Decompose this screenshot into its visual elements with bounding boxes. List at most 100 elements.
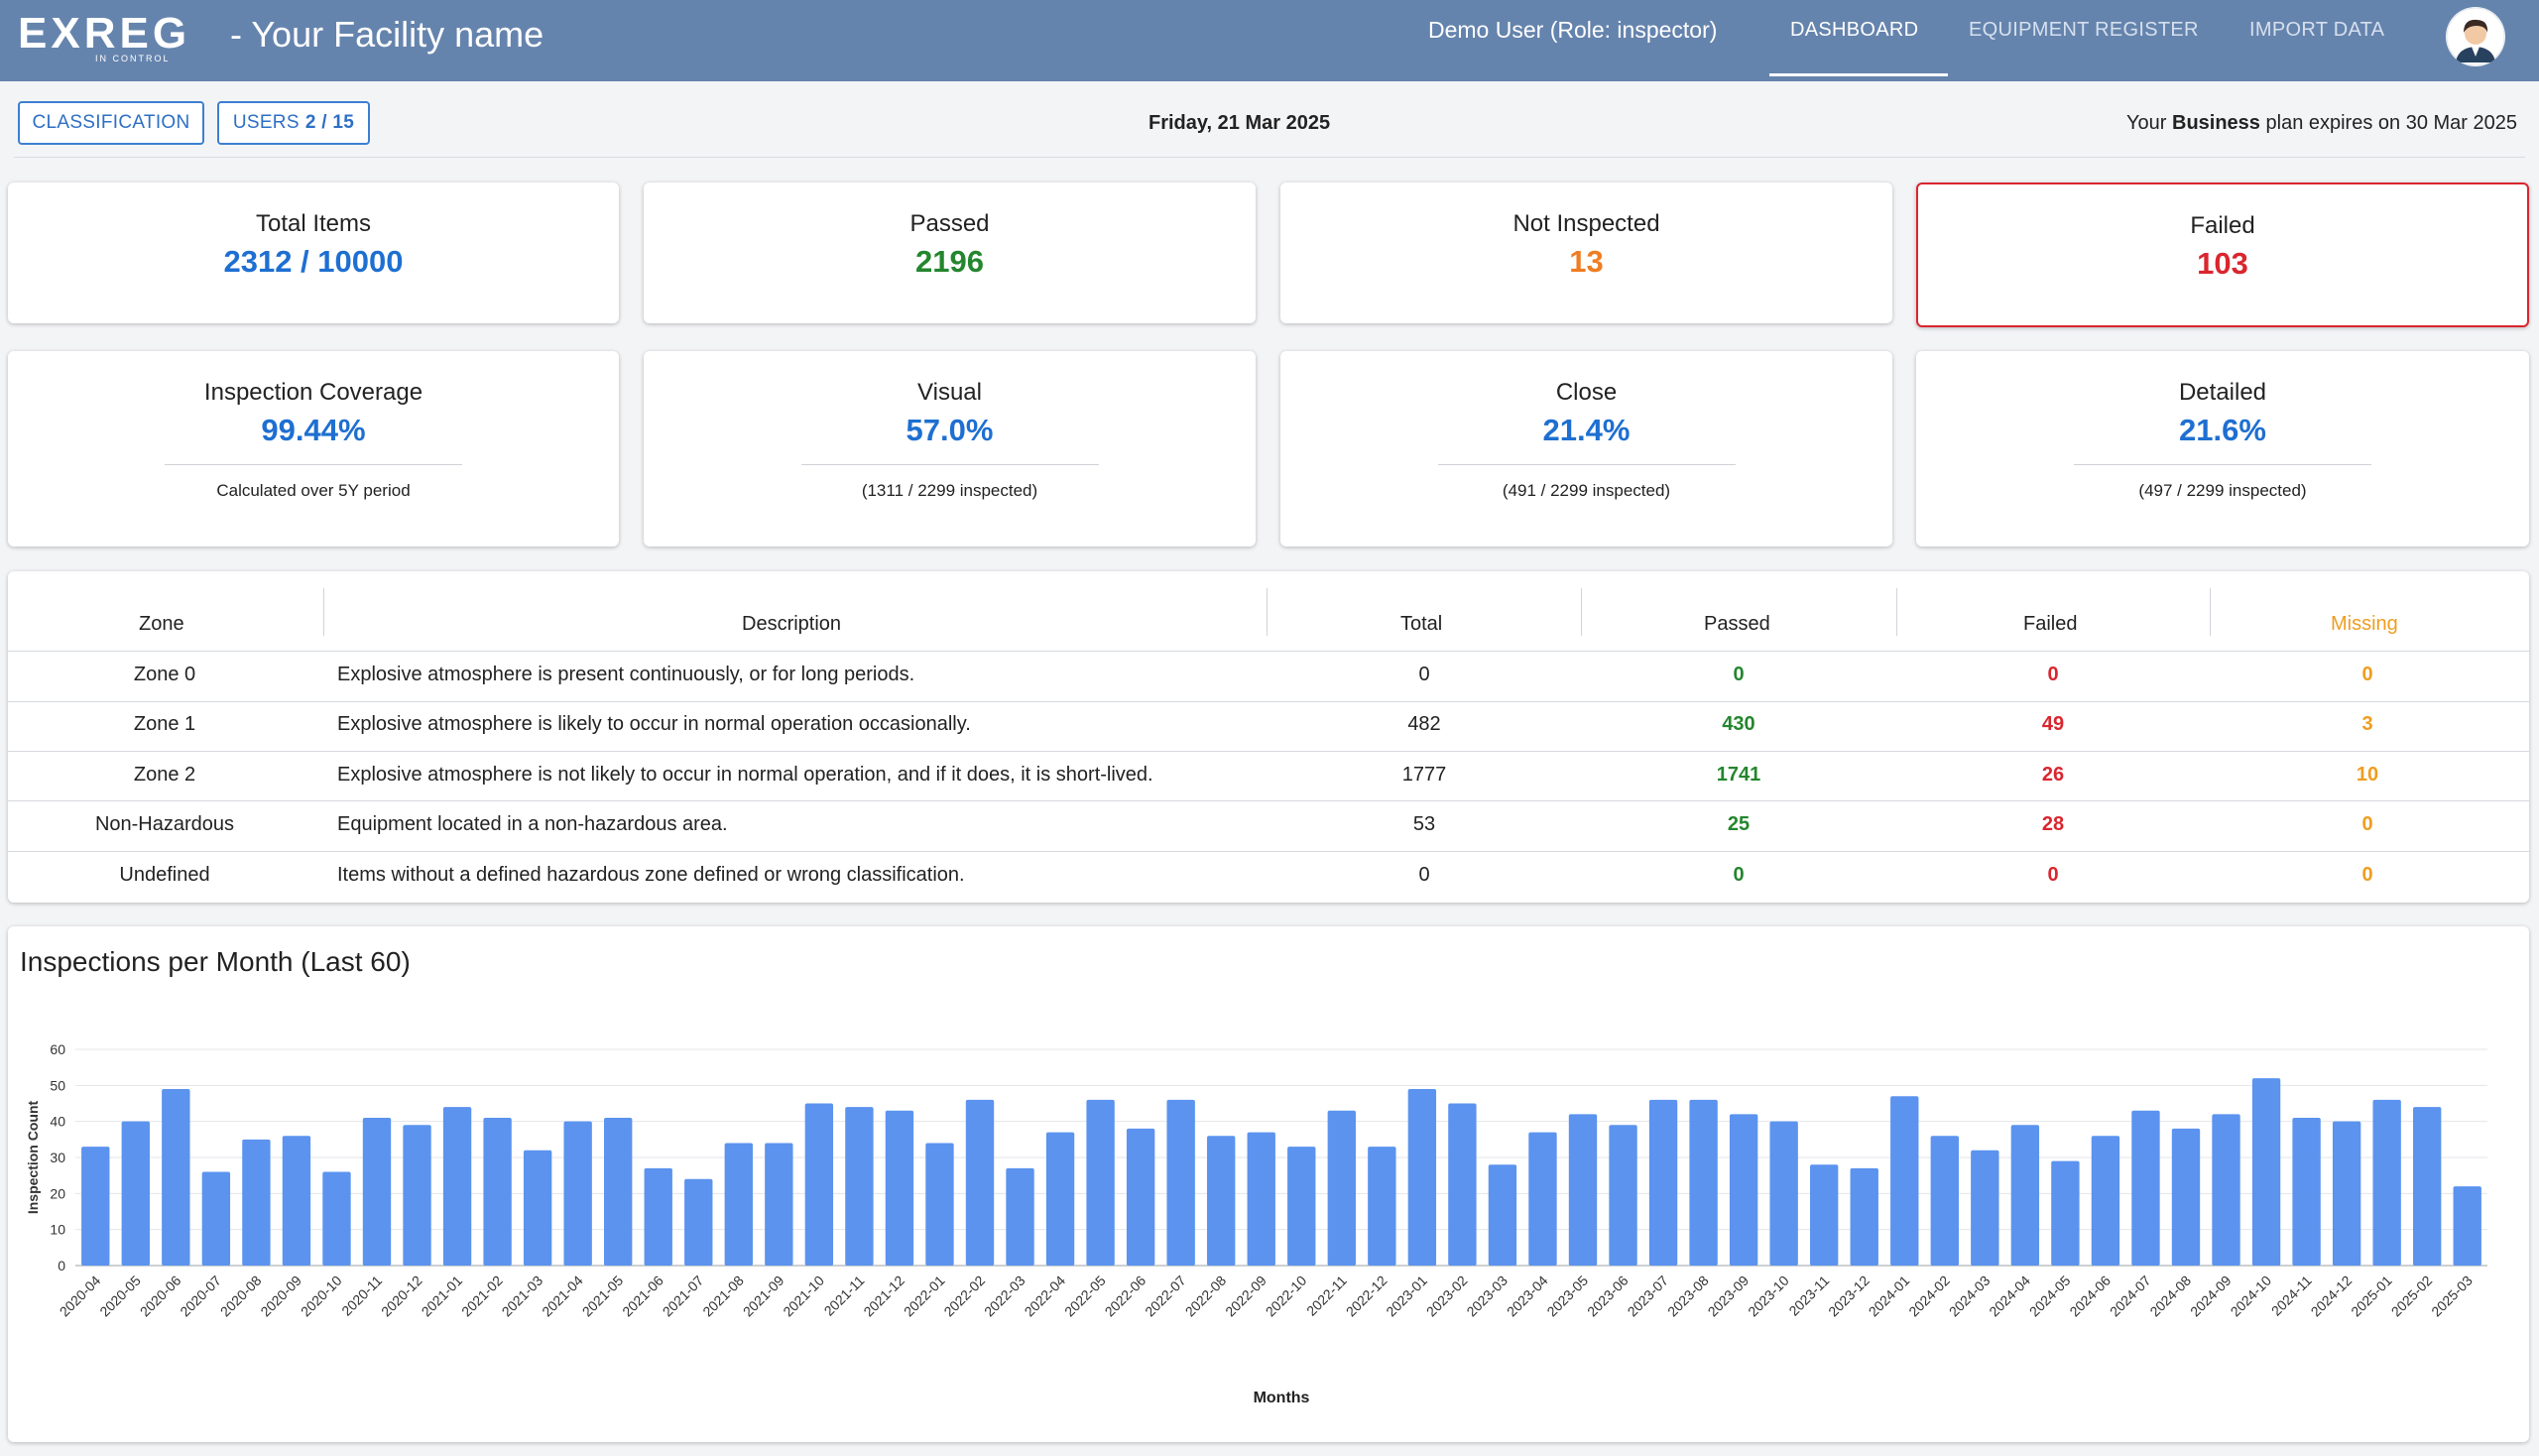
x-tick-label: 2024-03: [1946, 1273, 1994, 1320]
x-axis-label: Months: [1254, 1390, 1310, 1406]
bar: [121, 1121, 150, 1266]
coverage-card-close: Close 21.4% (491 / 2299 inspected): [1280, 351, 1892, 546]
users-button[interactable]: USERS 2 / 15: [217, 101, 370, 145]
cell-passed: 1741: [1716, 764, 1761, 786]
x-tick-label: 2022-03: [981, 1273, 1028, 1320]
cell-total: 0: [1418, 864, 1430, 886]
bar: [2332, 1121, 2361, 1266]
cell-total: 53: [1412, 813, 1436, 835]
nav-import-data[interactable]: IMPORT DATA: [2249, 19, 2385, 41]
x-tick-label: 2023-12: [1825, 1273, 1873, 1320]
y-tick-label: 50: [50, 1077, 65, 1093]
x-tick-label: 2021-01: [419, 1273, 466, 1320]
x-tick-label: 2022-09: [1222, 1273, 1270, 1320]
subbar-divider: [14, 157, 2525, 158]
x-tick-label: 2022-11: [1303, 1273, 1350, 1319]
x-tick-label: 2020-07: [177, 1273, 224, 1320]
bar: [1648, 1099, 1678, 1266]
bar: [322, 1171, 351, 1266]
stat-title: Not Inspected: [1512, 210, 1660, 237]
bar: [1568, 1114, 1598, 1266]
coverage-value: 21.6%: [2179, 413, 2266, 447]
stat-card-total-items: Total Items 2312 / 10000: [8, 182, 619, 323]
cell-total: 482: [1407, 713, 1441, 735]
bar: [403, 1125, 431, 1266]
x-tick-label: 2024-04: [1986, 1273, 2033, 1320]
x-tick-label: 2024-06: [2066, 1273, 2114, 1320]
bar: [1126, 1128, 1155, 1266]
bar: [563, 1121, 592, 1266]
row-divider: [8, 751, 2529, 752]
bar: [1971, 1150, 1999, 1266]
x-tick-label: 2021-03: [499, 1273, 546, 1320]
row-divider: [8, 701, 2529, 702]
x-tick-label: 2022-02: [940, 1273, 988, 1320]
cell-description: Explosive atmosphere is likely to occur …: [337, 713, 971, 735]
exreg-logo[interactable]: EXREG IN CONTROL: [18, 8, 216, 65]
facility-name: - Your Facility name: [230, 14, 544, 55]
bar: [1448, 1103, 1477, 1266]
x-tick-label: 2024-11: [2268, 1273, 2315, 1319]
x-tick-label: 2022-10: [1263, 1273, 1310, 1320]
bar: [1368, 1147, 1396, 1266]
x-tick-label: 2023-01: [1383, 1273, 1430, 1320]
column-divider: [1581, 588, 1582, 636]
bar: [1930, 1136, 1959, 1266]
y-tick-label: 60: [50, 1041, 65, 1057]
x-tick-label: 2020-10: [298, 1273, 345, 1320]
bar: [1729, 1114, 1758, 1266]
card-divider: [2074, 464, 2371, 465]
bar: [1086, 1099, 1115, 1266]
x-tick-label: 2023-02: [1423, 1273, 1471, 1320]
bar: [2212, 1114, 2240, 1266]
user-role: Demo User (Role: inspector): [1428, 17, 1718, 43]
bar: [1166, 1099, 1195, 1266]
cell-zone: Non-Hazardous: [94, 813, 235, 835]
column-divider: [323, 588, 324, 636]
bar: [442, 1107, 472, 1266]
cell-missing: 0: [2361, 813, 2373, 835]
plan-expiry: Your Business plan expires on 30 Mar 202…: [2126, 112, 2517, 135]
cell-failed: 49: [2041, 713, 2065, 735]
user-avatar[interactable]: [2446, 7, 2505, 66]
y-tick-label: 20: [50, 1185, 65, 1201]
th-missing: Missing: [2331, 613, 2398, 635]
bar: [2171, 1128, 2201, 1266]
classification-button[interactable]: CLASSIFICATION: [18, 101, 204, 145]
bar: [724, 1143, 753, 1266]
coverage-value: 21.4%: [1542, 413, 1631, 447]
bar: [1006, 1167, 1034, 1266]
bar: [1488, 1164, 1517, 1266]
coverage-note: (497 / 2299 inspected): [2138, 481, 2307, 500]
bar: [765, 1143, 793, 1266]
bar: [523, 1150, 552, 1266]
coverage-note: (491 / 2299 inspected): [1502, 481, 1671, 500]
stat-title: Passed: [909, 210, 990, 237]
coverage-note: (1311 / 2299 inspected): [861, 481, 1038, 500]
x-tick-label: 2020-04: [57, 1273, 104, 1320]
x-tick-label: 2024-09: [2187, 1273, 2235, 1320]
x-tick-label: 2022-06: [1102, 1273, 1149, 1320]
coverage-title: Visual: [917, 379, 982, 406]
zones-table: Zone Description Total Passed Failed Mis…: [8, 571, 2529, 903]
bar: [483, 1118, 512, 1266]
stat-value: 103: [2197, 246, 2248, 281]
bar: [2051, 1160, 2080, 1266]
x-tick-label: 2022-05: [1061, 1273, 1109, 1320]
bar: [2413, 1107, 2442, 1266]
plan-prefix: Your: [2126, 112, 2167, 134]
coverage-card-visual: Visual 57.0% (1311 / 2299 inspected): [644, 351, 1256, 546]
logo-text: EXREG: [18, 9, 190, 58]
x-tick-label: 2024-12: [2308, 1273, 2356, 1320]
x-tick-label: 2021-05: [579, 1273, 627, 1320]
bar: [2010, 1125, 2040, 1266]
x-tick-label: 2020-06: [137, 1273, 184, 1320]
bar: [2453, 1186, 2481, 1266]
nav-dashboard[interactable]: DASHBOARD: [1790, 19, 1919, 41]
nav-equipment-register[interactable]: EQUIPMENT REGISTER: [1969, 19, 2199, 41]
stat-card-failed: Failed 103: [1916, 182, 2529, 327]
row-divider: [8, 800, 2529, 801]
th-description: Description: [742, 613, 842, 635]
card-divider: [1437, 464, 1736, 465]
bar: [2131, 1110, 2160, 1266]
